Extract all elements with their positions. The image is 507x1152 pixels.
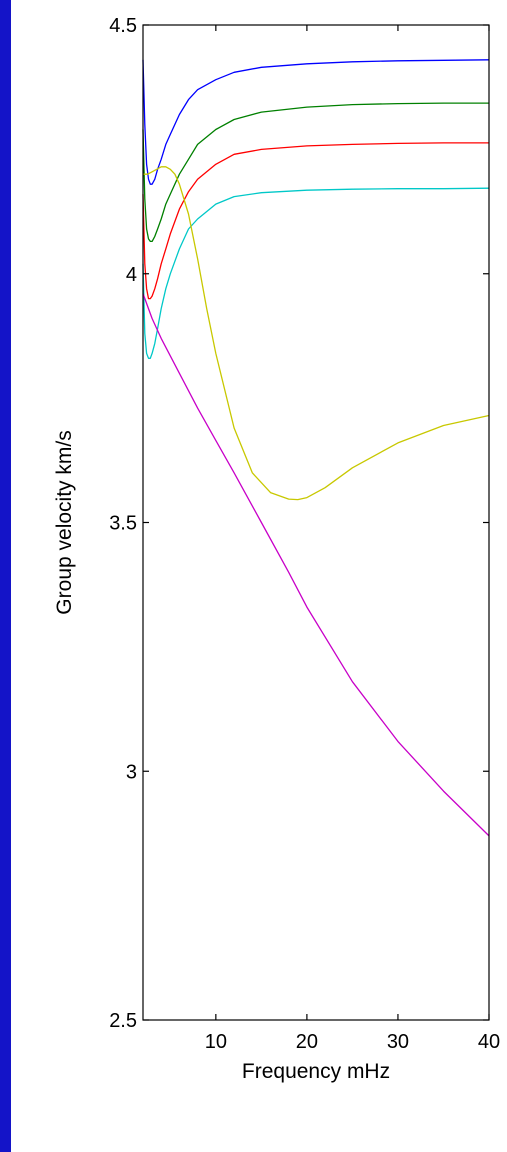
y-tick-label: 3 <box>126 761 137 783</box>
series-line-1 <box>142 59 490 185</box>
x-tick-label: 20 <box>296 1031 318 1053</box>
tick-layer: 2.5 3 3.5 4 4.5 10 20 30 40 <box>109 15 500 1053</box>
series-line-4 <box>142 187 490 359</box>
series-line-5 <box>143 166 490 501</box>
series-line-6 <box>142 293 490 837</box>
chart: 2.5 3 3.5 4 4.5 10 20 30 40 Frequency mHz Group … <box>53 15 500 1083</box>
series-layer <box>142 59 490 837</box>
y-tick-label: 3.5 <box>109 513 137 535</box>
series-line-2 <box>142 102 489 243</box>
series-line-3 <box>142 142 489 300</box>
x-tick-label: 40 <box>478 1031 500 1053</box>
y-tick-label: 4.5 <box>109 15 137 37</box>
plot-frame <box>142 24 490 1021</box>
figure-panel: 2.5 3 3.5 4 4.5 10 20 30 40 Frequency mHz Group … <box>11 0 507 1152</box>
x-axis-title: Frequency mHz <box>242 1060 390 1083</box>
x-tick-label: 10 <box>205 1031 227 1053</box>
y-axis-title: Group velocity km/s <box>53 430 76 614</box>
x-tick-label: 30 <box>387 1031 409 1053</box>
y-tick-label: 4 <box>126 264 137 286</box>
y-tick-label: 2.5 <box>109 1010 137 1032</box>
